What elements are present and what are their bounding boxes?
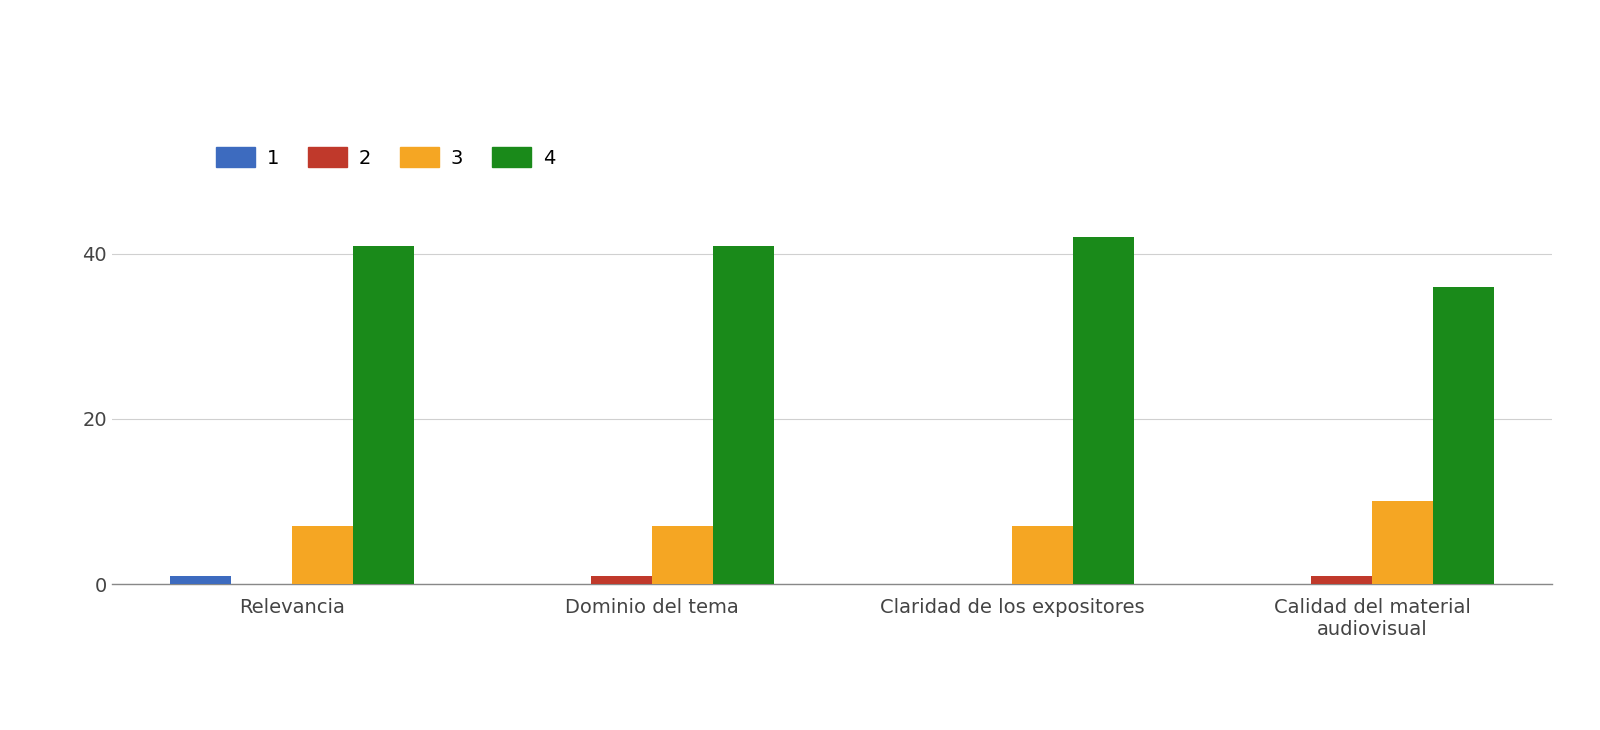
Bar xyxy=(170,576,230,584)
Bar xyxy=(1013,526,1074,584)
Bar xyxy=(590,576,651,584)
Bar xyxy=(354,246,414,584)
Bar xyxy=(714,246,774,584)
Bar xyxy=(1074,237,1134,584)
Bar xyxy=(1310,576,1373,584)
Bar xyxy=(1434,287,1494,584)
Bar xyxy=(291,526,354,584)
Bar xyxy=(653,526,714,584)
Bar xyxy=(1373,502,1434,584)
Legend: 1, 2, 3, 4: 1, 2, 3, 4 xyxy=(208,139,563,176)
